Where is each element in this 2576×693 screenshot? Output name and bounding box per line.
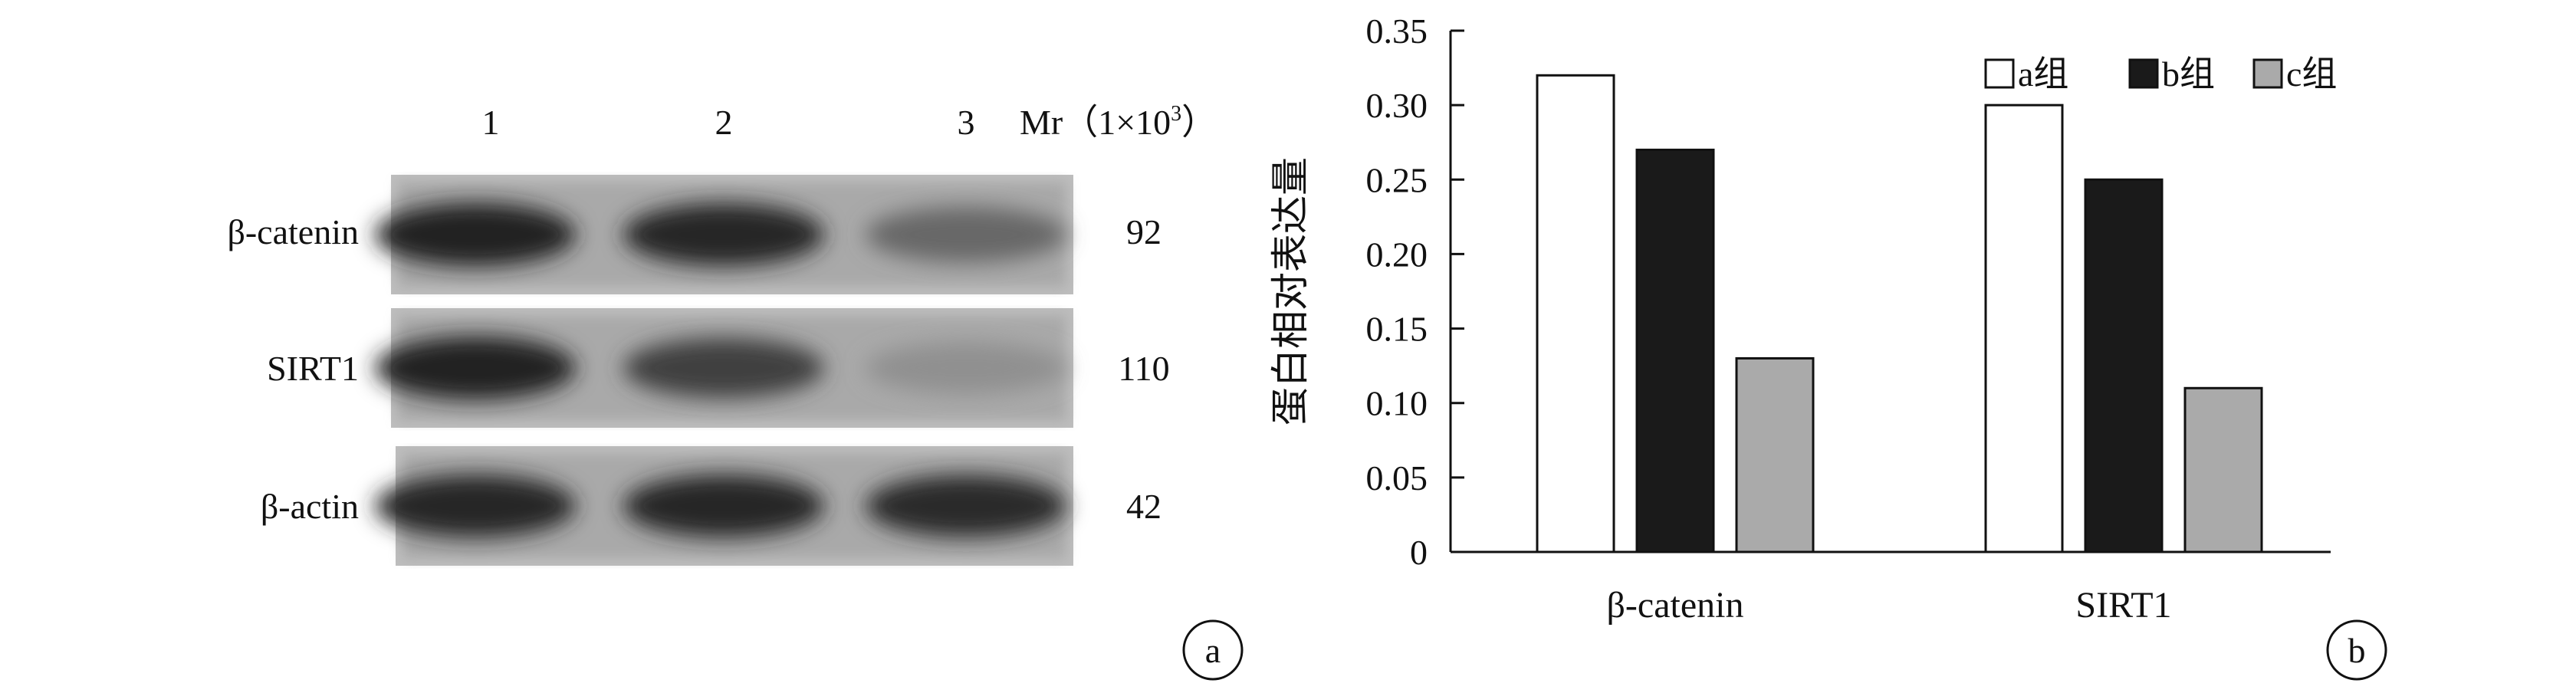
y-tick-label: 0.30 xyxy=(1366,86,1428,125)
bar xyxy=(1735,356,1815,553)
y-tick-label: 0.25 xyxy=(1366,160,1428,199)
legend-swatch xyxy=(2128,58,2159,89)
blot-band xyxy=(866,475,1066,537)
blot-row-mr: 92 xyxy=(1126,212,1162,251)
bar-chart-panel: 0 0.05 0.10 0.15 0.20 0.25 0.30 0.35 β-catenin S… xyxy=(1269,11,2387,681)
blot-band xyxy=(375,336,576,400)
lane-labels: 1 2 3 xyxy=(482,103,975,142)
y-tick-label: 0.15 xyxy=(1366,310,1428,349)
panel-label-b: b xyxy=(2326,619,2387,681)
blot-rows: β-catenin 92 SIRT1 110 β-actin 42 xyxy=(227,175,1170,566)
blot-row: β-actin 42 xyxy=(261,446,1162,566)
y-axis-label: 蛋白相对表达量 xyxy=(1269,157,1312,425)
blot-row: SIRT1 110 xyxy=(267,308,1170,428)
lane-label-1: 1 xyxy=(482,103,500,142)
legend-label: c组 xyxy=(2286,54,2337,94)
x-tick-label: SIRT1 xyxy=(2075,585,2171,626)
legend-swatch xyxy=(2252,58,2283,89)
chart-legend: a组 b组 c组 xyxy=(1984,54,2337,94)
mr-header-label: Mr（1×10 xyxy=(1020,103,1171,142)
bar xyxy=(2084,178,2164,553)
blot-band xyxy=(866,206,1066,263)
bar xyxy=(1984,103,2064,553)
blot-band xyxy=(623,202,824,267)
blot-row-mr: 110 xyxy=(1118,349,1169,388)
chart-bars xyxy=(1536,74,2263,553)
blot-band xyxy=(375,474,576,538)
panel-label-a-text: a xyxy=(1205,631,1221,670)
panel-label-b-circle xyxy=(2326,619,2387,681)
blot-band xyxy=(623,474,824,538)
y-tick-label: 0.05 xyxy=(1366,458,1428,498)
lane-label-3: 3 xyxy=(958,103,975,142)
y-tick-label: 0 xyxy=(1410,533,1428,572)
chart-x-tick-labels: β-catenin SIRT1 xyxy=(1607,585,2172,626)
y-tick-label: 0.20 xyxy=(1366,235,1428,274)
bar xyxy=(1536,74,1615,553)
blot-band xyxy=(375,202,576,267)
chart-axes: 0 0.05 0.10 0.15 0.20 0.25 0.30 0.35 xyxy=(1366,11,2331,572)
y-tick-label: 0.35 xyxy=(1366,11,1428,51)
panel-label-a: a xyxy=(1182,619,1244,681)
panel-label-a-circle xyxy=(1182,619,1244,681)
bar xyxy=(1635,148,1715,553)
blot-row-label: β-actin xyxy=(261,487,359,526)
legend-swatch xyxy=(1984,58,2015,89)
legend-label: a组 xyxy=(2018,54,2068,94)
blot-row-label: β-catenin xyxy=(227,212,359,251)
bar xyxy=(2183,386,2263,553)
blot-row: β-catenin 92 xyxy=(227,175,1162,294)
mr-header-close: ） xyxy=(1181,103,1217,142)
panel-label-b-text: b xyxy=(2348,631,2366,670)
blot-row-label: SIRT1 xyxy=(267,349,359,388)
blot-band xyxy=(623,337,824,399)
blot-row-mr: 42 xyxy=(1126,487,1162,526)
mr-header: Mr（1×103） xyxy=(1020,102,1217,142)
blot-band xyxy=(866,342,1066,394)
mr-header-superscript: 3 xyxy=(1171,102,1181,126)
lane-label-2: 2 xyxy=(715,103,733,142)
x-tick-label: β-catenin xyxy=(1607,585,1744,626)
y-tick-label: 0.10 xyxy=(1366,384,1428,423)
legend-label: b组 xyxy=(2162,54,2215,94)
